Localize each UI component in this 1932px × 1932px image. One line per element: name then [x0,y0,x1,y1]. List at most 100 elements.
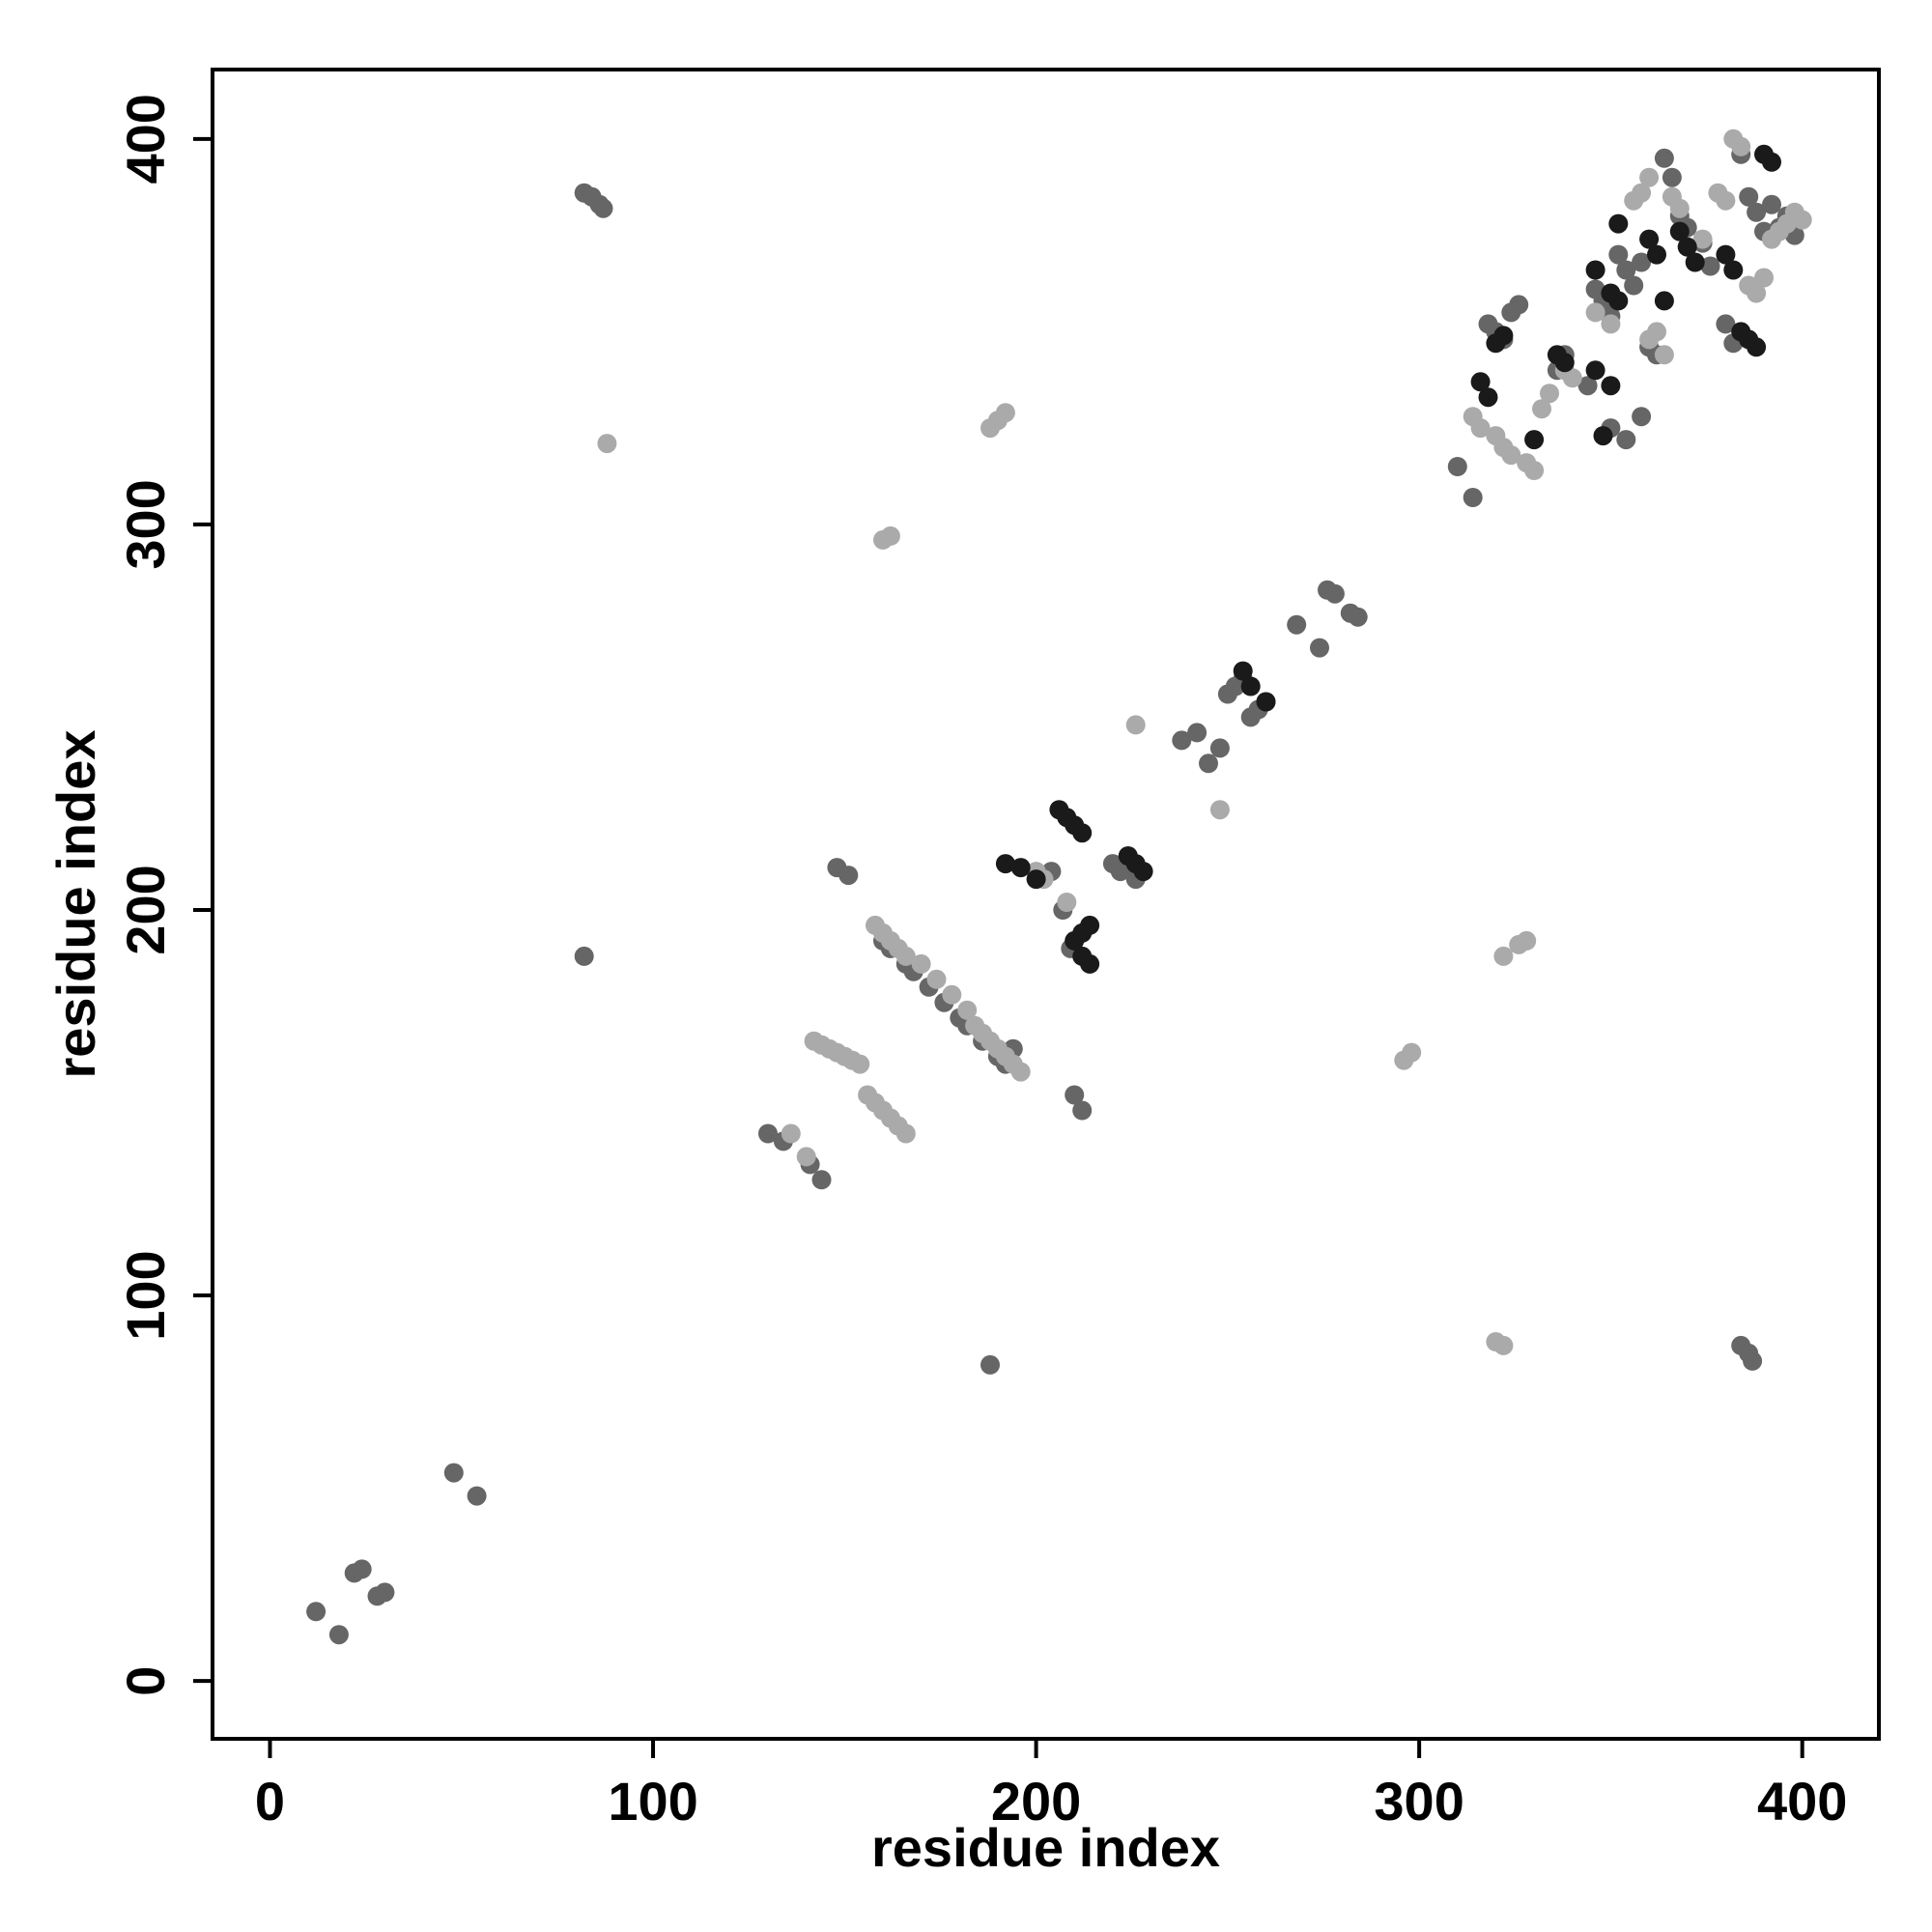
data-point [1501,445,1521,466]
data-point [1792,210,1812,230]
data-point [980,1354,1000,1375]
data-point [1010,858,1031,878]
data-points [306,128,1812,1645]
data-point [1493,946,1514,966]
data-point [1747,202,1767,222]
data-point [1716,314,1736,334]
x-tick-label: 400 [1757,1771,1847,1832]
data-point [1233,661,1253,681]
data-point [1348,607,1368,627]
x-tick-label: 300 [1374,1771,1463,1832]
data-point [1632,407,1652,427]
data-point [1072,823,1093,843]
data-point [1509,295,1529,315]
data-point [1616,430,1636,450]
data-point [1601,314,1621,334]
data-point [1065,1085,1085,1105]
data-point [1057,893,1077,912]
data-point [1517,930,1537,951]
data-point [1731,136,1751,156]
data-point [1585,260,1605,280]
data-point [1524,430,1545,450]
data-point [1493,1335,1514,1355]
data-point [957,1000,978,1020]
data-point [1716,190,1736,211]
data-point [1133,862,1153,882]
data-point [1647,244,1666,265]
data-point [911,953,931,974]
data-point [850,1054,870,1074]
data-point [1324,583,1345,604]
data-point [895,1123,916,1144]
data-point [1669,221,1690,242]
data-point [1723,260,1744,280]
data-point [375,1582,395,1603]
data-point [1762,194,1781,214]
data-point [1654,291,1674,311]
data-point [1632,183,1652,203]
data-point [1463,488,1483,507]
data-point [1187,723,1208,743]
data-point [758,1123,778,1144]
data-point [1639,167,1660,187]
data-point [1080,953,1100,974]
data-point [1065,930,1085,951]
data-point [1662,167,1682,187]
data-point [995,403,1015,423]
x-tick-label: 100 [608,1771,697,1832]
data-point [1692,229,1713,249]
data-point [1754,268,1774,288]
data-point [1554,353,1575,373]
data-point [1669,198,1690,218]
data-point [1743,1350,1763,1371]
data-point [1209,738,1230,758]
data-point [1470,372,1491,392]
data-point [443,1463,464,1483]
data-point [1685,252,1705,272]
data-point [597,434,617,454]
data-point [942,984,962,1005]
data-point [1624,275,1644,296]
data-point [1470,418,1491,439]
data-point [328,1625,349,1645]
data-point [1026,869,1046,890]
data-point [796,1147,816,1167]
data-point [1593,426,1613,446]
data-point [352,1559,372,1579]
data-point [1532,399,1551,419]
data-point [306,1602,327,1622]
data-point [1072,1100,1093,1121]
data-point [995,854,1015,874]
data-point [1125,715,1146,735]
data-point [574,946,594,966]
y-tick-label: 0 [115,1666,176,1696]
data-point [1310,638,1329,658]
data-point [1209,800,1230,820]
data-point [1747,337,1767,357]
y-tick-label: 400 [115,94,176,184]
data-point [1632,252,1652,272]
data-point [1601,376,1621,396]
y-axis: 0 100 200 300 400 [115,94,213,1696]
data-point [1585,302,1605,323]
data-point [1616,260,1636,280]
data-point [1577,376,1598,396]
data-point [1608,213,1629,234]
data-point [1240,676,1261,696]
data-point [1402,1042,1422,1063]
data-point [1739,186,1759,207]
data-point [1654,148,1674,168]
data-point [1747,283,1767,303]
plot-frame [211,68,1881,1741]
data-point [1700,256,1720,276]
data-point [1762,152,1781,172]
data-point [1010,1062,1031,1082]
data-point [1524,461,1545,480]
data-point [1287,614,1307,635]
y-tick-label: 300 [115,479,176,569]
data-point [593,198,613,218]
data-point [1654,345,1674,365]
x-tick-label: 200 [991,1771,1081,1832]
data-point [1639,229,1660,249]
